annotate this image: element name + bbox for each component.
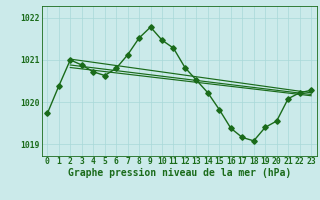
X-axis label: Graphe pression niveau de la mer (hPa): Graphe pression niveau de la mer (hPa): [68, 168, 291, 178]
